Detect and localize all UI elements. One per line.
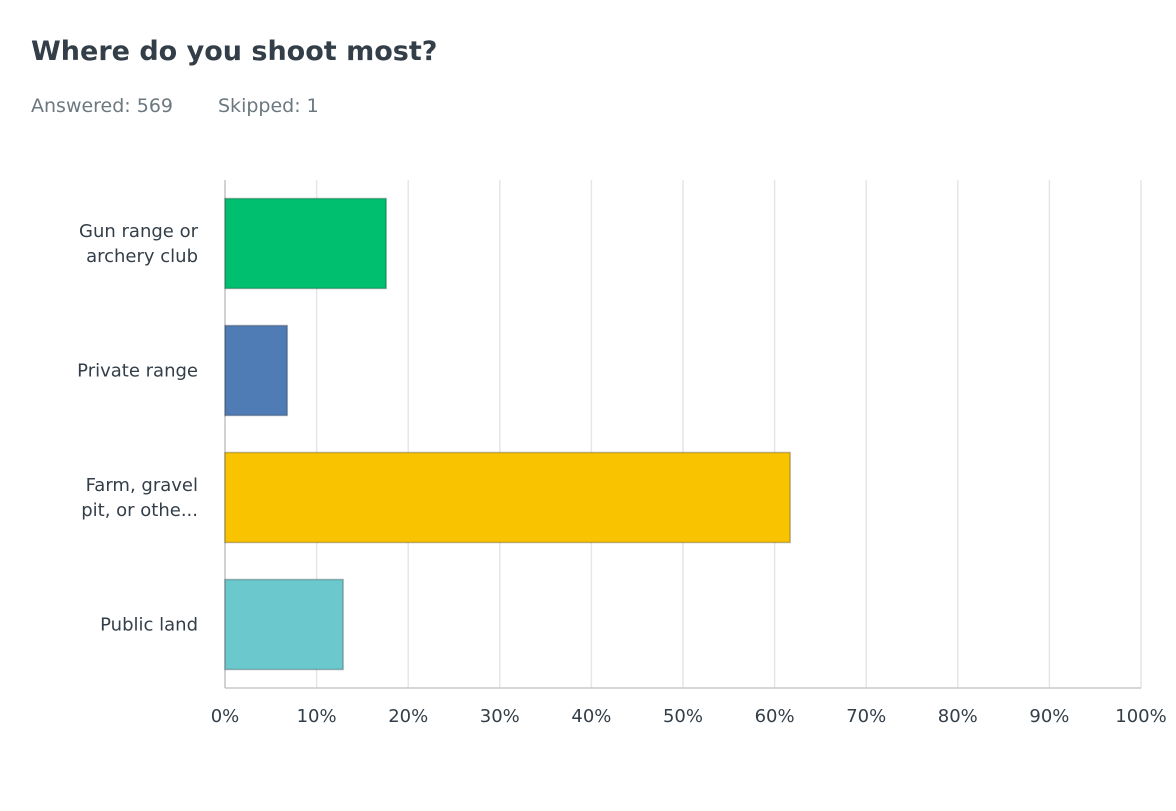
chart-title: Where do you shoot most?: [31, 36, 438, 67]
x-tick-label: 10%: [297, 706, 337, 727]
x-tick-label: 70%: [846, 706, 886, 727]
bar: [224, 197, 387, 290]
x-tick-label: 0%: [211, 706, 240, 727]
x-tick-label: 60%: [755, 706, 795, 727]
y-tick-label: Public land: [100, 614, 198, 635]
x-tick-label: 80%: [938, 706, 978, 727]
answered-count: Answered: 569: [31, 95, 174, 117]
x-tick-label: 40%: [571, 706, 611, 727]
bar: [224, 451, 791, 544]
bar: [224, 324, 289, 417]
bar: [224, 578, 344, 671]
x-tick-label: 100%: [1115, 706, 1166, 727]
skipped-count: Skipped: 1: [218, 95, 319, 117]
x-tick-label: 90%: [1029, 706, 1069, 727]
x-tick-label: 20%: [388, 706, 428, 727]
y-tick-label: Farm, gravel pit, or othe...: [81, 474, 198, 521]
x-tick-label: 50%: [663, 706, 703, 727]
x-tick-label: 30%: [480, 706, 520, 727]
y-tick-label: Private range: [77, 360, 198, 381]
y-tick-label: Gun range or archery club: [79, 220, 198, 267]
